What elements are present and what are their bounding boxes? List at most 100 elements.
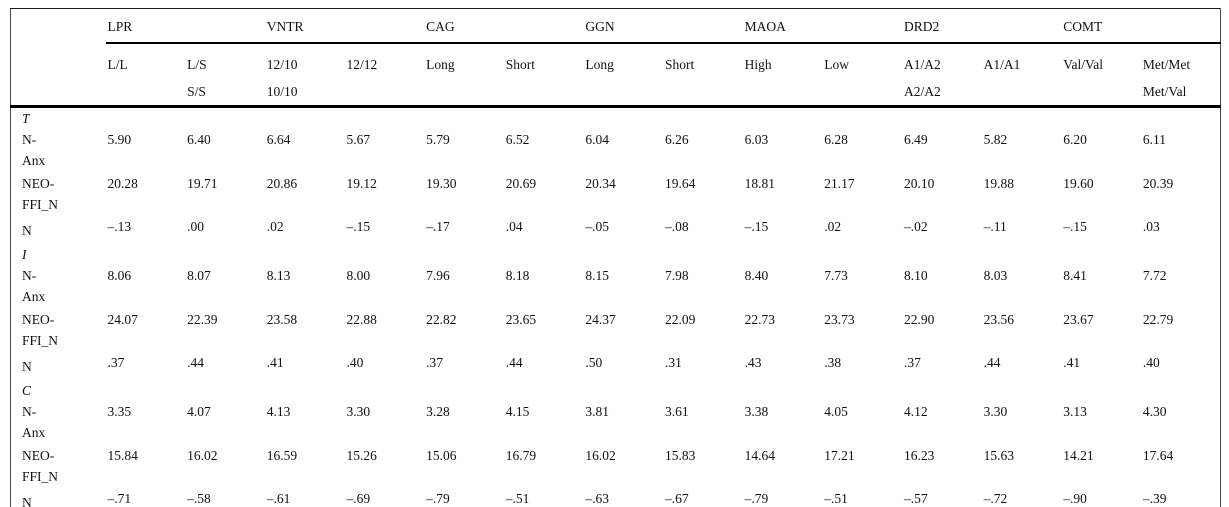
value-cell: 20.86	[266, 175, 298, 191]
row-label-cell: N- Anx	[11, 264, 106, 308]
genotype-header-cell: 12/12	[344, 42, 425, 108]
group-header-maoa: MAOA	[742, 8, 902, 44]
value-cell: .44	[505, 354, 523, 370]
row-label-line: FFI_N	[22, 196, 59, 212]
row-label-line: N	[22, 222, 32, 238]
value-cell: 22.79	[1142, 311, 1174, 327]
genotype-subheader-row: L/L L/S S/S 12/10 10/10 12/12 Long Short Long Sho…	[10, 42, 1221, 108]
row-label-line: FFI_N	[22, 468, 59, 484]
value-cell: 19.12	[346, 175, 377, 191]
value-cell: 7.73	[824, 267, 848, 283]
genotype-label-line1: Met/Met	[1142, 56, 1191, 72]
value-cell: –.39	[1142, 490, 1167, 506]
row-label-line: NEO-	[22, 175, 55, 191]
data-row: NEO- FFI_N 15.84 16.02 16.59 15.26 15.06 16.79 1…	[11, 444, 1221, 488]
row-label-line: N	[22, 358, 32, 374]
value-cell: 22.09	[665, 311, 696, 327]
value-cell: 4.05	[824, 403, 848, 419]
genotype-header-cell: Short	[663, 42, 743, 108]
genotype-header-cell: High	[742, 42, 823, 108]
value-cell: 5.79	[426, 131, 450, 147]
row-label-cell: NEO- FFI_N	[11, 444, 106, 488]
genotype-label-line2	[984, 78, 1060, 104]
value-cell: 6.28	[824, 131, 848, 147]
value-cell: 16.02	[187, 447, 218, 463]
value-cell: 17.64	[1142, 447, 1174, 463]
value-cell: 22.90	[903, 311, 935, 327]
value-cell: 15.84	[107, 447, 138, 463]
value-cell: 8.15	[585, 267, 609, 283]
value-cell: –.71	[107, 490, 132, 506]
data-row: N- Anx 3.35 4.07 4.13 3.30 3.28 4.15 3.81 3.61 3.3…	[11, 400, 1221, 444]
value-cell: .41	[266, 354, 284, 370]
value-cell: 18.81	[744, 175, 776, 191]
value-cell: 23.67	[1063, 311, 1094, 327]
genotype-header-cell: Low	[822, 42, 902, 108]
genotype-label-line1: Low	[824, 56, 850, 72]
genotype-label-line2	[1063, 78, 1139, 104]
value-cell: –.69	[346, 490, 371, 506]
value-cell: 22.73	[744, 311, 776, 327]
value-cell: 6.11	[1142, 131, 1167, 147]
genotype-label-line2: S/S	[187, 83, 206, 99]
genotype-label-line1: A1/A1	[983, 56, 1021, 72]
value-cell: .44	[187, 354, 205, 370]
genotype-label-line1: A1/A2	[903, 56, 941, 72]
value-cell: 15.83	[665, 447, 696, 463]
value-cell: 19.64	[665, 175, 696, 191]
value-cell: –.15	[744, 218, 769, 234]
section-label: I	[22, 246, 27, 262]
value-cell: 20.10	[903, 175, 935, 191]
value-cell: 5.82	[983, 131, 1008, 147]
value-cell: –.79	[744, 490, 769, 506]
genotype-header-cell: Met/Met Met/Val	[1140, 42, 1221, 108]
genotype-header-cell: Long	[583, 42, 664, 108]
value-cell: –.67	[665, 490, 689, 506]
data-row: NEO- FFI_N 24.07 22.39 23.58 22.88 22.82 23.65 2…	[11, 308, 1221, 352]
value-cell: 16.02	[585, 447, 616, 463]
genotype-label-line2: A2/A2	[903, 83, 941, 99]
value-cell: 16.59	[266, 447, 298, 463]
value-cell: 22.82	[426, 311, 457, 327]
data-row: N- Anx 8.06 8.07 8.13 8.00 7.96 8.18 8.15 7.98 8.4…	[11, 264, 1221, 308]
value-cell: .02	[824, 218, 842, 234]
genotype-header-cell: Short	[503, 42, 584, 108]
value-cell: –.08	[665, 218, 689, 234]
section-label: T	[22, 110, 30, 126]
value-cell: 21.17	[824, 175, 855, 191]
row-label-line: Anx	[22, 152, 46, 168]
value-cell: .38	[824, 354, 842, 370]
value-cell: 15.26	[346, 447, 377, 463]
value-cell: 3.35	[107, 403, 132, 419]
genotype-label-line1: Short	[505, 56, 535, 72]
row-label-cell: N	[11, 352, 106, 380]
row-label-cell: N	[11, 488, 106, 507]
group-header-comt: COMT	[1061, 8, 1221, 44]
genotype-label-line2	[585, 78, 661, 104]
value-cell: 23.65	[505, 311, 537, 327]
row-label-line: Anx	[22, 288, 46, 304]
value-cell: .04	[505, 218, 523, 234]
value-cell: 8.00	[346, 267, 371, 283]
data-row: N –.13 .00 .02 –.15 –.17 .04 –.05 –.08 –.15 .02 –.0…	[11, 216, 1221, 244]
value-cell: 24.37	[585, 311, 616, 327]
value-cell: 22.39	[187, 311, 218, 327]
value-cell: 24.07	[107, 311, 138, 327]
value-cell: 15.63	[983, 447, 1014, 463]
genotype-header-cell: 12/10 10/10	[264, 42, 345, 108]
value-cell: 8.13	[266, 267, 291, 283]
group-header-row: LPR VNTR CAG GGN MAOA DRD2 COMT	[11, 8, 1221, 44]
value-cell: 8.07	[187, 267, 211, 283]
section-filler-cell	[106, 244, 1221, 264]
genotype-label-line2	[346, 78, 422, 104]
value-cell: 6.49	[903, 131, 928, 147]
section-row: T	[11, 106, 1221, 128]
value-cell: 20.69	[505, 175, 537, 191]
genotype-label-line1: Val/Val	[1063, 56, 1103, 72]
genotype-label-line2	[665, 78, 741, 104]
value-cell: .43	[744, 354, 762, 370]
value-cell: 19.71	[187, 175, 218, 191]
row-label-cell: N	[11, 216, 106, 244]
genotype-header-cell: Long	[424, 42, 504, 108]
genotype-label-line1: 12/10	[266, 56, 298, 72]
